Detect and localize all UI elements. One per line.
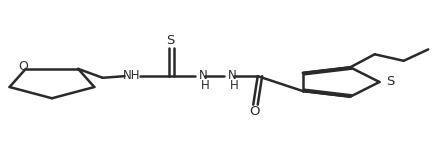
Text: O: O: [19, 60, 29, 73]
Text: N: N: [199, 69, 208, 82]
Text: H: H: [201, 79, 210, 92]
Text: O: O: [249, 105, 260, 118]
Text: H: H: [230, 79, 239, 92]
Text: N: N: [228, 69, 236, 82]
Text: S: S: [166, 34, 175, 47]
Text: NH: NH: [123, 69, 140, 82]
Text: S: S: [386, 75, 395, 89]
